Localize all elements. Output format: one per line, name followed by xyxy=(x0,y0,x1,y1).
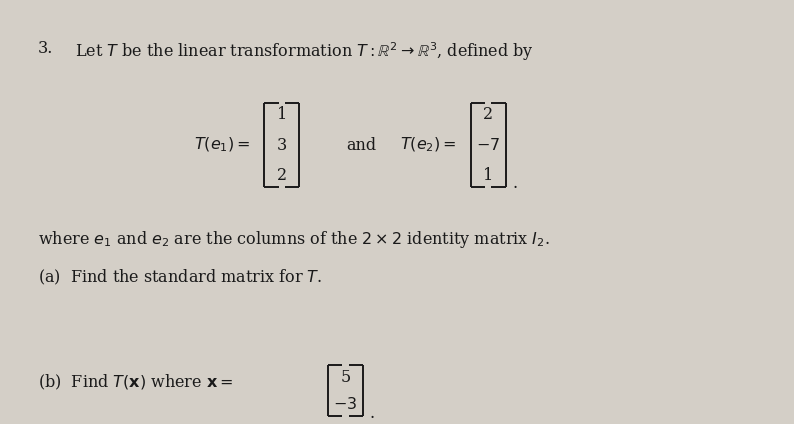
Text: $-7$: $-7$ xyxy=(476,137,500,154)
Text: $T(e_1) = $: $T(e_1) = $ xyxy=(194,136,250,154)
Text: 2: 2 xyxy=(484,106,493,123)
Text: (b)  Find $T(\mathbf{x})$ where $\mathbf{x} = $: (b) Find $T(\mathbf{x})$ where $\mathbf{… xyxy=(38,373,233,392)
Text: $-3$: $-3$ xyxy=(333,396,357,413)
Text: 5: 5 xyxy=(341,368,350,385)
Text: .: . xyxy=(369,405,374,422)
Text: 1: 1 xyxy=(277,106,287,123)
Text: $T(e_2) = $: $T(e_2) = $ xyxy=(400,136,457,154)
Text: .: . xyxy=(512,175,517,192)
Text: 2: 2 xyxy=(277,167,287,184)
Text: 3.: 3. xyxy=(38,40,53,57)
Text: (a)  Find the standard matrix for $T$.: (a) Find the standard matrix for $T$. xyxy=(38,268,322,287)
Text: where $e_1$ and $e_2$ are the columns of the $2 \times 2$ identity matrix $I_2$.: where $e_1$ and $e_2$ are the columns of… xyxy=(38,229,550,251)
Text: Let $T$ be the linear transformation $T : \mathbb{R}^2 \rightarrow \mathbb{R}^3$: Let $T$ be the linear transformation $T … xyxy=(75,40,534,63)
Text: 3: 3 xyxy=(277,137,287,154)
Text: and: and xyxy=(346,137,376,154)
Text: 1: 1 xyxy=(484,167,493,184)
